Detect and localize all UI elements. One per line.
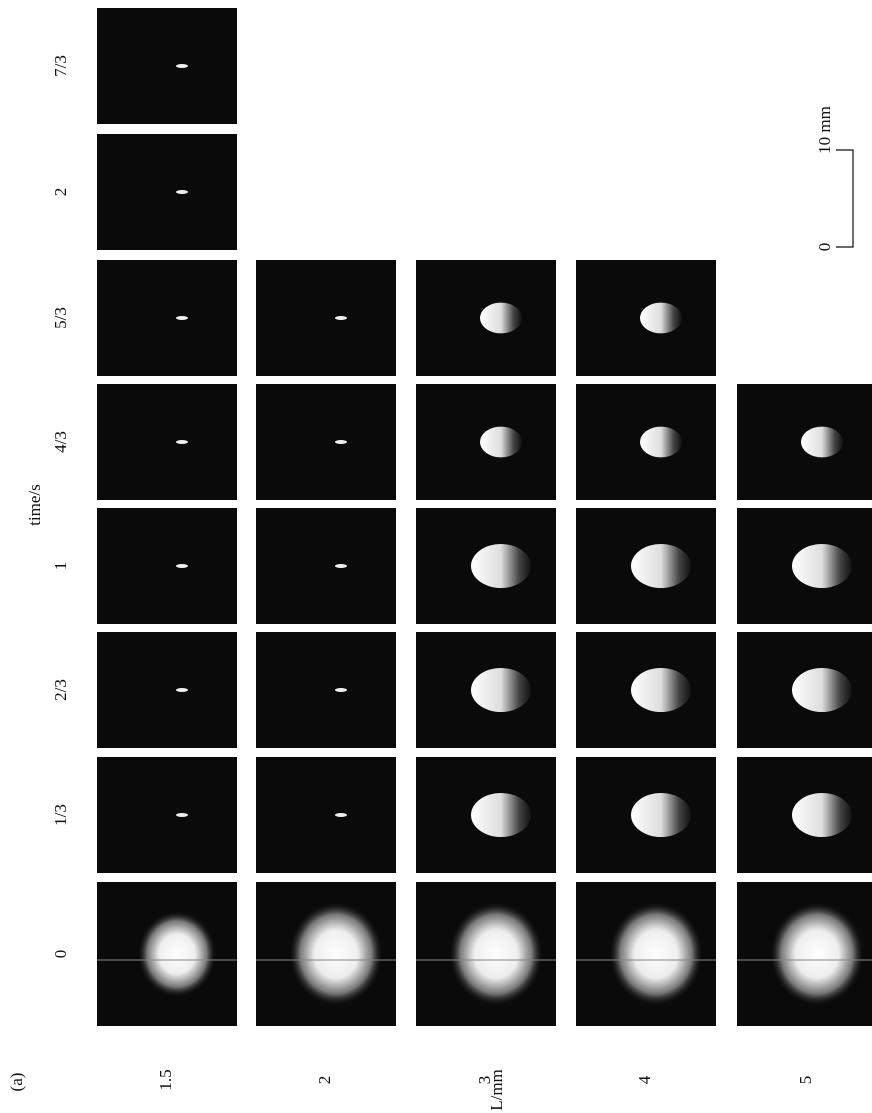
time-label: 2 [51,188,70,197]
cavity [801,427,843,458]
cavity [480,427,522,458]
image-panel [576,757,716,873]
time-label: 1 [51,562,70,571]
flash [137,910,217,998]
cavity [480,303,522,334]
jet [335,564,347,568]
image-panel [416,632,556,748]
panel-background [256,757,396,873]
image-panel [97,8,237,124]
panel-label: (a) [7,1073,26,1092]
jet [335,440,347,444]
image-panel [737,632,872,748]
jet [335,688,347,692]
image-panel [97,384,237,500]
scale-bar-line [836,150,853,247]
jet [176,190,188,194]
panel-background [97,757,237,873]
panel-background [97,8,237,124]
image-panel [737,508,872,624]
image-panel [576,384,716,500]
image-panel [416,260,556,376]
image-panel [256,508,396,624]
image-panel [576,508,716,624]
scale-bar [836,150,853,247]
scale-bar-start: 0 [815,243,834,252]
time-label: 5/3 [51,307,70,329]
image-panel [416,508,556,624]
cavity [640,303,682,334]
jet [176,564,188,568]
image-panel [737,757,872,873]
jet [176,688,188,692]
image-panel [416,757,556,873]
image-panel [256,882,396,1026]
time-label: 4/3 [51,431,70,453]
cavity [792,544,852,588]
cavity [631,544,691,588]
cavity [471,544,531,588]
panel-background [256,260,396,376]
time-label: 7/3 [51,55,70,77]
time-label: 1/3 [51,804,70,826]
length-axis-label: L/mm [487,1069,506,1111]
image-panel [737,882,872,1026]
flash [288,901,384,1007]
cavity [640,427,682,458]
jet [176,316,188,320]
image-panel [416,384,556,500]
flash [769,901,865,1007]
image-panel [256,384,396,500]
cavity [792,793,852,837]
image-panel [97,882,237,1026]
time-label: 0 [51,950,70,959]
panel-background [97,508,237,624]
image-panel [97,632,237,748]
image-panel [97,757,237,873]
figure: 01/32/314/35/327/31.52345time/sL/mm(a)01… [0,0,872,1113]
time-axis-label: time/s [25,484,44,526]
jet [335,813,347,817]
jet [176,813,188,817]
image-panel [256,757,396,873]
jet [335,316,347,320]
cavity [471,668,531,712]
panel-background [256,384,396,500]
length-label: 5 [796,1076,815,1085]
panel-background [97,384,237,500]
panel-background [97,632,237,748]
image-panel [416,882,556,1026]
image-panel [576,260,716,376]
time-label: 2/3 [51,679,70,701]
flash [608,901,704,1007]
panel-background [256,632,396,748]
panel-background [97,260,237,376]
jet [176,440,188,444]
length-label: 1.5 [156,1069,175,1090]
image-panel [737,384,872,500]
image-panel [97,134,237,250]
image-panel [97,260,237,376]
image-panel [256,260,396,376]
length-label: 2 [315,1076,334,1085]
cavity [631,793,691,837]
flash [448,901,544,1007]
cavity [631,668,691,712]
jet [176,64,188,68]
image-panel [576,632,716,748]
image-panel [97,508,237,624]
length-label: 4 [635,1075,654,1084]
panel-background [256,508,396,624]
scale-bar-end: 10 mm [815,106,834,154]
cavity [792,668,852,712]
cavity [471,793,531,837]
panel-background [97,134,237,250]
image-panel [576,882,716,1026]
image-panel [256,632,396,748]
